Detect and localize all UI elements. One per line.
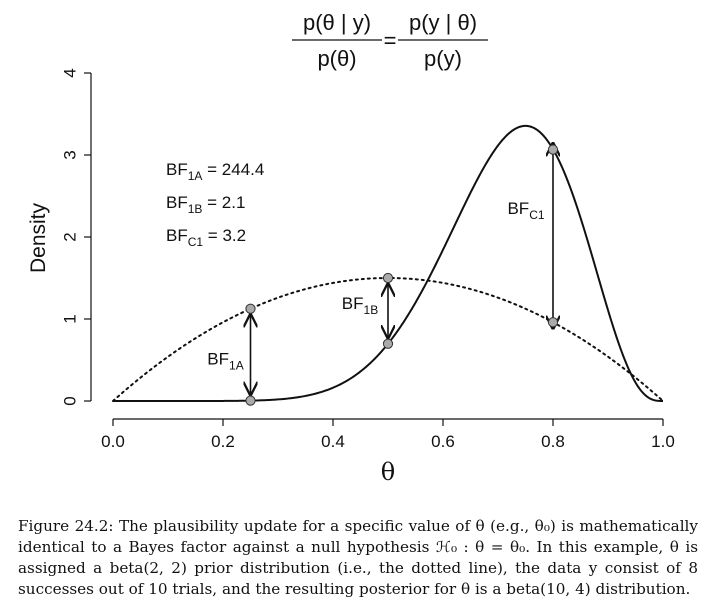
formula-lhs-numerator: p(θ | y) [303, 10, 371, 35]
x-tick-label: 0.2 [211, 432, 235, 451]
y-axis-title: Density [27, 202, 50, 273]
formula-rhs-denominator: p(y) [424, 46, 462, 71]
y-tick-label: 0 [60, 396, 79, 405]
x-tick-label: 1.0 [651, 432, 675, 451]
y-tick-label: 4 [60, 68, 79, 77]
x-tick-label: 0.0 [101, 432, 125, 451]
bf-label: BF1A [207, 350, 243, 373]
formula-lhs-denominator: p(θ) [317, 46, 356, 71]
bayes-factor-marks: BF1A BF1B BFC1 [207, 144, 557, 406]
formula-equals: = [384, 28, 397, 53]
bf-legend-entry: BFC1 = 3.2 [166, 226, 246, 249]
bf-label: BFC1 [507, 199, 544, 222]
bf-legend-entry: BF1A = 244.4 [166, 160, 264, 183]
posterior-point [245, 395, 256, 406]
y-tick-label: 3 [60, 150, 79, 159]
axes: 0 1 2 3 4 0.0 0.2 0.4 0.6 0.8 1.0 [60, 68, 674, 451]
curves [112, 124, 664, 402]
formula-rhs-numerator: p(y | θ) [409, 10, 477, 35]
x-axis-title: θ [381, 458, 395, 486]
bayes-factor-legend: BF1A = 244.4 BF1B = 2.1 BFC1 = 3.2 [166, 160, 264, 249]
posterior-point [547, 144, 559, 155]
y-tick-label: 2 [60, 232, 79, 241]
x-tick-label: 0.8 [541, 432, 565, 451]
bayes-factor-chart: p(θ | y) p(θ) = p(y | θ) p(y) 0 1 2 3 4 0.0 0.… [27, 10, 675, 486]
prior-point [245, 303, 256, 314]
posterior-point [382, 338, 394, 349]
posterior-curve [113, 124, 663, 402]
formula: p(θ | y) p(θ) = p(y | θ) p(y) [292, 10, 488, 71]
bf-legend-entry: BF1B = 2.1 [166, 193, 245, 216]
x-tick-label: 0.4 [321, 432, 345, 451]
figure-caption: Figure 24.2: The plausibility update for… [18, 517, 698, 598]
y-tick-label: 1 [60, 314, 79, 323]
prior-point [547, 317, 559, 328]
x-tick-label: 0.6 [431, 432, 455, 451]
bf-label: BF1B [342, 294, 378, 317]
prior-point [382, 272, 394, 284]
